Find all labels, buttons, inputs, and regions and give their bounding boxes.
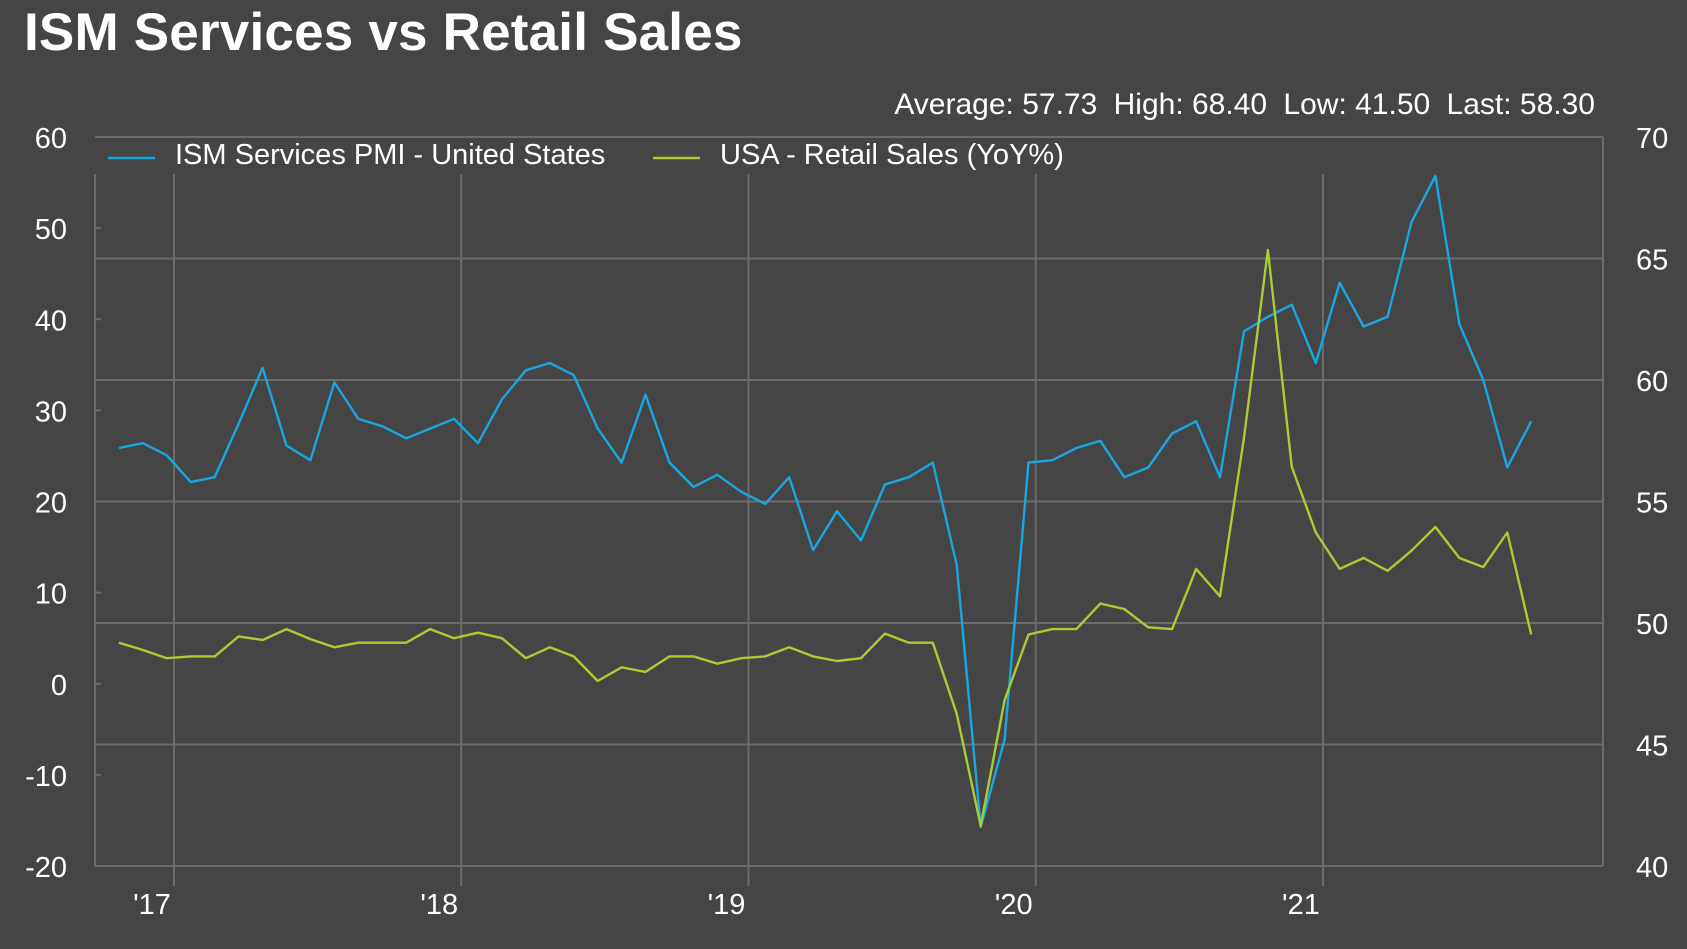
series-line-ism xyxy=(118,174,1533,829)
left-tick-label: 30 xyxy=(35,396,67,428)
right-tick-label: 40 xyxy=(1636,852,1668,884)
left-tick-label: 10 xyxy=(35,579,67,611)
series-layer xyxy=(118,174,1533,829)
grid-lines xyxy=(95,136,1603,886)
left-tick-label: 40 xyxy=(35,305,67,337)
left-tick-label: 50 xyxy=(35,214,67,246)
left-tick-label: -20 xyxy=(25,852,67,884)
x-axis: '17 '18 '19 '20 '21 xyxy=(133,889,1320,921)
chart-title: ISM Services vs Retail Sales xyxy=(24,3,743,62)
series-line-retail xyxy=(118,248,1533,828)
x-tick-label: '21 xyxy=(1282,889,1320,921)
left-tick-label: 0 xyxy=(51,670,67,702)
stat-last: Last: 58.30 xyxy=(1446,88,1595,121)
legend-label-retail: USA - Retail Sales (YoY%) xyxy=(720,139,1064,171)
right-tick-label: 50 xyxy=(1636,609,1668,641)
left-tick-label: -10 xyxy=(25,761,67,793)
stat-average: Average: 57.73 xyxy=(894,88,1098,121)
x-tick-label: '18 xyxy=(420,889,458,921)
left-tick-label: 20 xyxy=(35,488,67,520)
right-tick-label: 45 xyxy=(1636,731,1668,763)
x-tick-label: '17 xyxy=(133,889,171,921)
left-y-axis: 60 50 40 30 20 10 0 -10 -20 xyxy=(25,123,101,884)
left-tick-label: 60 xyxy=(35,123,67,155)
legend-label-ism: ISM Services PMI - United States xyxy=(175,139,605,171)
chart-legend: ISM Services PMI - United States USA - R… xyxy=(108,139,1064,171)
right-tick-label: 55 xyxy=(1636,488,1668,520)
x-tick-label: '20 xyxy=(995,889,1033,921)
stat-low: Low: 41.50 xyxy=(1283,88,1431,121)
summary-stats: Average: 57.73 High: 68.40 Low: 41.50 La… xyxy=(894,88,1595,122)
x-tick-label: '19 xyxy=(708,889,746,921)
right-tick-label: 65 xyxy=(1636,245,1668,277)
right-y-axis: 70 65 60 55 50 45 40 xyxy=(1602,123,1668,884)
stat-high: High: 68.40 xyxy=(1113,88,1268,121)
right-tick-label: 70 xyxy=(1636,123,1668,155)
right-tick-label: 60 xyxy=(1636,366,1668,398)
